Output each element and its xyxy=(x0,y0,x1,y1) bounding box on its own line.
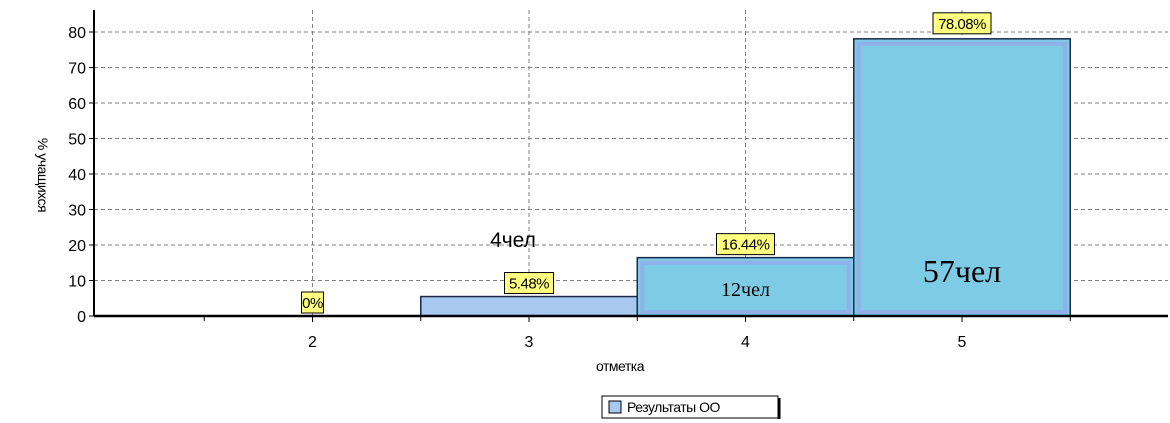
value-label-text: 5.48% xyxy=(509,276,549,293)
value-label-box xyxy=(716,233,775,256)
x-axis-title: отметка xyxy=(596,358,645,374)
x-tick-label: 3 xyxy=(525,334,534,351)
x-tick-label: 4 xyxy=(741,334,750,351)
count-annotation: 4чел xyxy=(490,229,536,252)
y-tick-label: 60 xyxy=(68,96,86,113)
count-annotations: 4чел 12чел 57чел xyxy=(490,229,1001,301)
y-tick-label: 70 xyxy=(68,61,86,78)
y-tick-label: 0 xyxy=(77,309,86,326)
y-axis-title: % учащихся xyxy=(35,138,51,212)
y-tick-label: 20 xyxy=(68,238,86,255)
count-annotation: 12чел xyxy=(721,279,770,301)
legend-entry: Результаты ОО xyxy=(627,399,721,415)
bar-inner-border xyxy=(856,41,1068,314)
value-label-text: 16.44% xyxy=(722,237,770,254)
y-tick-label: 50 xyxy=(68,132,86,149)
value-label: 16.44% xyxy=(716,233,775,256)
value-label-box xyxy=(932,12,992,35)
y-tick-label: 10 xyxy=(68,274,86,291)
y-tick-label: 40 xyxy=(68,167,86,184)
value-label-box xyxy=(301,291,324,314)
axes: 0 10 20 30 40 50 60 70 80 2 3 4 5 xyxy=(68,10,1168,351)
value-label: 5.48% xyxy=(504,272,554,295)
value-labels: 0% 5.48% 16.44% 78.08% xyxy=(301,12,992,314)
bar xyxy=(853,38,1071,317)
value-label-text: 78.08% xyxy=(938,16,986,33)
value-label: 0% xyxy=(301,291,324,314)
bar xyxy=(420,295,638,317)
count-annotation: 57чел xyxy=(923,253,1001,289)
y-tick-label: 30 xyxy=(68,203,86,220)
value-label-text: 0% xyxy=(302,295,323,312)
x-tick-label: 5 xyxy=(958,334,967,351)
value-label: 78.08% xyxy=(932,12,992,35)
legend-swatch xyxy=(608,400,622,414)
legend: Результаты ОО xyxy=(601,395,781,419)
x-tick-label: 2 xyxy=(308,334,317,351)
y-tick-label: 80 xyxy=(68,25,86,42)
value-label-box xyxy=(504,272,554,295)
bar-inner-border xyxy=(640,260,851,314)
